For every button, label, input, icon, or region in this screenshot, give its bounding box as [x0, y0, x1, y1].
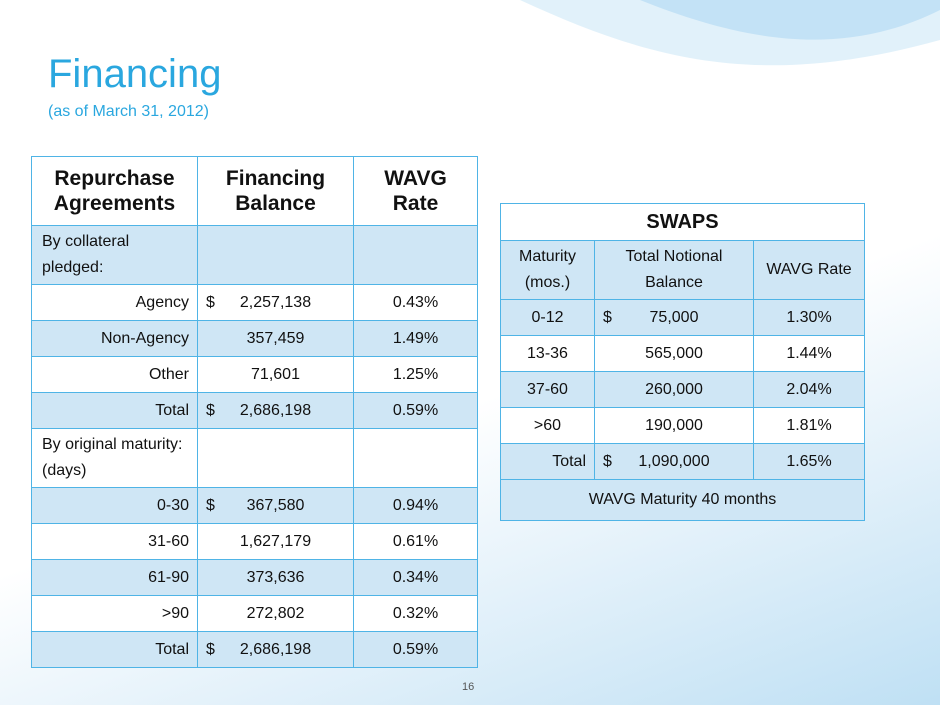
rate: 0.61%: [353, 523, 478, 560]
row-label: Total: [31, 392, 198, 429]
rate: 0.59%: [353, 392, 478, 429]
rate: 0.59%: [353, 631, 478, 668]
currency-sign: $: [206, 640, 215, 658]
amount: 1,090,000: [638, 452, 710, 470]
balance: $2,686,198: [197, 392, 354, 429]
balance: 71,601: [197, 356, 354, 393]
data-row: >90 272,802 0.32%: [31, 595, 478, 632]
balance: 260,000: [594, 371, 754, 408]
balance: $2,257,138: [197, 284, 354, 321]
header-cell: Maturity (mos.): [500, 240, 595, 300]
amount: 75,000: [649, 308, 699, 326]
row-label: 61-90: [31, 559, 198, 596]
data-row: 31-60 1,627,179 0.61%: [31, 523, 478, 560]
data-row: 61-90 373,636 0.34%: [31, 559, 478, 596]
balance: 565,000: [594, 335, 754, 372]
data-row: Non-Agency 357,459 1.49%: [31, 320, 478, 357]
table-title: SWAPS: [500, 203, 865, 241]
rate: 1.49%: [353, 320, 478, 357]
amount: 2,686,198: [239, 401, 312, 419]
balance: $75,000: [594, 299, 754, 336]
rate: 1.65%: [753, 443, 865, 480]
data-row: Other 71,601 1.25%: [31, 356, 478, 393]
row-label: 0-12: [500, 299, 595, 336]
row-label: 13-36: [500, 335, 595, 372]
currency-sign: $: [603, 452, 612, 470]
header-row: Maturity (mos.) Total Notional Balance WAV…: [500, 240, 865, 300]
row-label: Total: [500, 443, 595, 480]
data-row: 37-60 260,000 2.04%: [500, 371, 865, 408]
rate: 1.44%: [753, 335, 865, 372]
data-row: Total $2,686,198 0.59%: [31, 631, 478, 668]
section-label: By collateral pledged:: [31, 225, 198, 285]
rate: 0.32%: [353, 595, 478, 632]
balance: 357,459: [197, 320, 354, 357]
data-row: Total $2,686,198 0.59%: [31, 392, 478, 429]
title: Financing: [48, 52, 222, 96]
empty-cell: [353, 428, 478, 488]
row-label: Agency: [31, 284, 198, 321]
swaps-table: SWAPS Maturity (mos.) Total Notional Balan…: [500, 203, 865, 521]
row-label: 0-30: [31, 487, 198, 524]
rate: 0.43%: [353, 284, 478, 321]
currency-sign: $: [206, 401, 215, 419]
data-row: Total $1,090,000 1.65%: [500, 443, 865, 480]
footer-row: WAVG Maturity 40 months: [500, 479, 865, 521]
row-label: >60: [500, 407, 595, 444]
empty-cell: [197, 428, 354, 488]
balance: 1,627,179: [197, 523, 354, 560]
rate: 2.04%: [753, 371, 865, 408]
balance: $1,090,000: [594, 443, 754, 480]
row-label: Total: [31, 631, 198, 668]
row-label: >90: [31, 595, 198, 632]
data-row: By original maturity: (days): [31, 428, 478, 488]
currency-sign: $: [206, 496, 215, 514]
rate: 1.81%: [753, 407, 865, 444]
repo-table: Repurchase Agreements Financing Balance WA…: [31, 156, 478, 668]
data-row: Agency $2,257,138 0.43%: [31, 284, 478, 321]
header-cell: WAVG Rate: [753, 240, 865, 300]
rate: 1.30%: [753, 299, 865, 336]
header-cell: Repurchase Agreements: [31, 156, 198, 226]
amount: 2,257,138: [239, 293, 312, 311]
currency-sign: $: [603, 308, 612, 326]
header-cell: Total Notional Balance: [594, 240, 754, 300]
data-row: 0-30 $367,580 0.94%: [31, 487, 478, 524]
balance: 190,000: [594, 407, 754, 444]
balance: $2,686,198: [197, 631, 354, 668]
empty-cell: [197, 225, 354, 285]
empty-cell: [353, 225, 478, 285]
amount: 2,686,198: [239, 640, 312, 658]
rate: 1.25%: [353, 356, 478, 393]
row-label: 37-60: [500, 371, 595, 408]
currency-sign: $: [206, 293, 215, 311]
section-label: By original maturity: (days): [31, 428, 198, 488]
row-label: Non-Agency: [31, 320, 198, 357]
row-label: 31-60: [31, 523, 198, 560]
subtitle: (as of March 31, 2012): [48, 103, 209, 120]
data-row: >60 190,000 1.81%: [500, 407, 865, 444]
data-row: 0-12 $75,000 1.30%: [500, 299, 865, 336]
balance: 373,636: [197, 559, 354, 596]
header-cell: WAVG Rate: [353, 156, 478, 226]
rate: 0.94%: [353, 487, 478, 524]
row-label: Other: [31, 356, 198, 393]
table-footer: WAVG Maturity 40 months: [500, 479, 865, 521]
balance: 272,802: [197, 595, 354, 632]
header-row: Repurchase Agreements Financing Balance WA…: [31, 156, 478, 226]
amount: 367,580: [246, 496, 305, 514]
title-row: SWAPS: [500, 203, 865, 241]
data-row: 13-36 565,000 1.44%: [500, 335, 865, 372]
header-cell: Financing Balance: [197, 156, 354, 226]
data-row: By collateral pledged:: [31, 225, 478, 285]
page-number: 16: [462, 681, 475, 693]
balance: $367,580: [197, 487, 354, 524]
rate: 0.34%: [353, 559, 478, 596]
